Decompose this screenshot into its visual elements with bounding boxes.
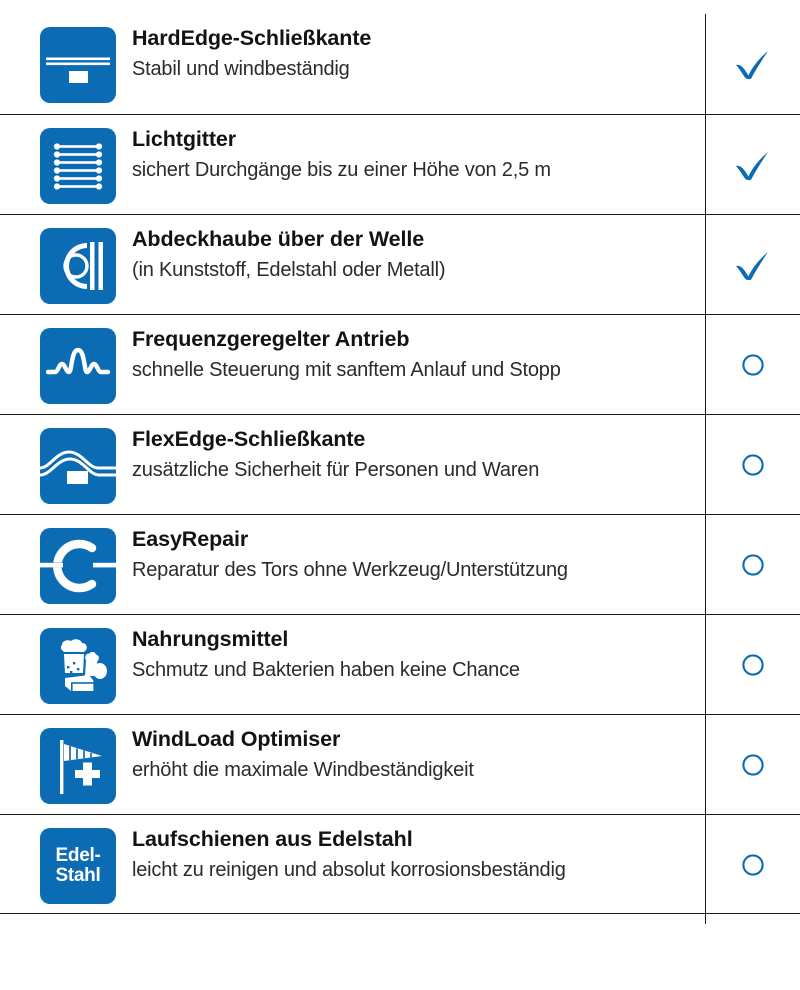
circle-icon	[740, 852, 766, 878]
feature-title: WindLoad Optimiser	[132, 727, 341, 751]
row-text-cell: FlexEdge-Schließkante zusätzliche Sicher…	[132, 426, 690, 483]
status-cell	[705, 515, 800, 615]
check-icon	[733, 148, 773, 182]
feature-subtitle: leicht zu reinigen und absolut korrosion…	[132, 858, 566, 881]
feature-subtitle: schnelle Steuerung mit sanftem Anlauf un…	[132, 358, 561, 381]
row-text-cell: Nahrungsmittel Schmutz und Bakterien hab…	[132, 626, 690, 683]
feature-row-list: HardEdge-Schließkante Stabil und windbes…	[0, 14, 800, 914]
table-row: Edel- Stahl Laufschienen aus Edelstahl l…	[0, 814, 800, 914]
row-icon-cell	[40, 628, 116, 704]
status-cell	[705, 215, 800, 315]
feature-title: Laufschienen aus Edelstahl	[132, 827, 413, 851]
table-row: Nahrungsmittel Schmutz und Bakterien hab…	[0, 614, 800, 714]
feature-subtitle: Schmutz und Bakterien haben keine Chance	[132, 658, 520, 681]
status-cell	[705, 815, 800, 915]
feature-title: Frequenzgeregelter Antrieb	[132, 327, 410, 351]
status-cell	[705, 14, 800, 114]
row-icon-cell: Edel- Stahl	[40, 828, 116, 904]
column-divider	[705, 14, 706, 924]
circle-icon	[740, 452, 766, 478]
check-icon	[733, 248, 773, 282]
row-text-cell: WindLoad Optimiser erhöht die maximale W…	[132, 726, 690, 783]
status-cell	[705, 715, 800, 815]
row-text-cell: EasyRepair Reparatur des Tors ohne Werkz…	[132, 526, 690, 583]
feature-subtitle: erhöht die maximale Windbeständigkeit	[132, 758, 474, 781]
wind-flag-icon	[40, 728, 116, 804]
feature-title: HardEdge-Schließkante	[132, 26, 372, 50]
feature-subtitle: (in Kunststoff, Edelstahl oder Metall)	[132, 258, 446, 281]
circle-icon	[740, 552, 766, 578]
stainless-steel-label: Edel- Stahl	[40, 828, 116, 904]
table-row: HardEdge-Schließkante Stabil und windbes…	[0, 14, 800, 114]
circle-icon	[740, 752, 766, 778]
feature-title: FlexEdge-Schließkante	[132, 427, 366, 451]
table-row: EasyRepair Reparatur des Tors ohne Werkz…	[0, 514, 800, 614]
status-cell	[705, 615, 800, 715]
stainless-steel-icon: Edel- Stahl	[40, 828, 116, 904]
status-cell	[705, 115, 800, 215]
light-grid-icon	[40, 128, 116, 204]
feature-title: Abdeckhaube über der Welle	[132, 227, 425, 251]
row-icon-cell	[40, 528, 116, 604]
table-row: Frequenzgeregelter Antrieb schnelle Steu…	[0, 314, 800, 414]
table-row: FlexEdge-Schließkante zusätzliche Sicher…	[0, 414, 800, 514]
row-icon-cell	[40, 27, 116, 103]
row-icon-cell	[40, 228, 116, 304]
row-text-cell: Laufschienen aus Edelstahl leicht zu rei…	[132, 826, 690, 883]
frequency-wave-icon	[40, 328, 116, 404]
table-row: WindLoad Optimiser erhöht die maximale W…	[0, 714, 800, 814]
row-icon-cell	[40, 428, 116, 504]
feature-title: Nahrungsmittel	[132, 627, 289, 651]
feature-subtitle: zusätzliche Sicherheit für Personen und …	[132, 458, 540, 481]
circle-icon	[740, 352, 766, 378]
stainless-steel-label-line2: Stahl	[55, 865, 101, 886]
row-icon-cell	[40, 328, 116, 404]
table-row: Abdeckhaube über der Welle (in Kunststof…	[0, 214, 800, 314]
shaft-cover-icon	[40, 228, 116, 304]
row-text-cell: Frequenzgeregelter Antrieb schnelle Steu…	[132, 326, 690, 383]
row-text-cell: Abdeckhaube über der Welle (in Kunststof…	[132, 226, 690, 283]
feature-title: Lichtgitter	[132, 127, 237, 151]
row-text-cell: HardEdge-Schließkante Stabil und windbes…	[132, 25, 690, 82]
row-icon-cell	[40, 728, 116, 804]
food-icon	[40, 628, 116, 704]
stainless-steel-label-line1: Edel-	[55, 845, 101, 867]
status-cell	[705, 315, 800, 415]
feature-subtitle: Reparatur des Tors ohne Werkzeug/Unterst…	[132, 558, 568, 581]
easy-repair-icon	[40, 528, 116, 604]
table-row: Lichtgitter sichert Durchgänge bis zu ei…	[0, 114, 800, 214]
feature-subtitle: sichert Durchgänge bis zu einer Höhe von…	[132, 158, 551, 181]
row-text-cell: Lichtgitter sichert Durchgänge bis zu ei…	[132, 126, 690, 183]
check-icon	[733, 47, 773, 81]
feature-subtitle: Stabil und windbeständig	[132, 57, 350, 80]
flex-edge-icon	[40, 428, 116, 504]
status-cell	[705, 415, 800, 515]
hard-edge-icon	[40, 27, 116, 103]
row-icon-cell	[40, 128, 116, 204]
feature-title: EasyRepair	[132, 527, 249, 551]
circle-icon	[740, 652, 766, 678]
